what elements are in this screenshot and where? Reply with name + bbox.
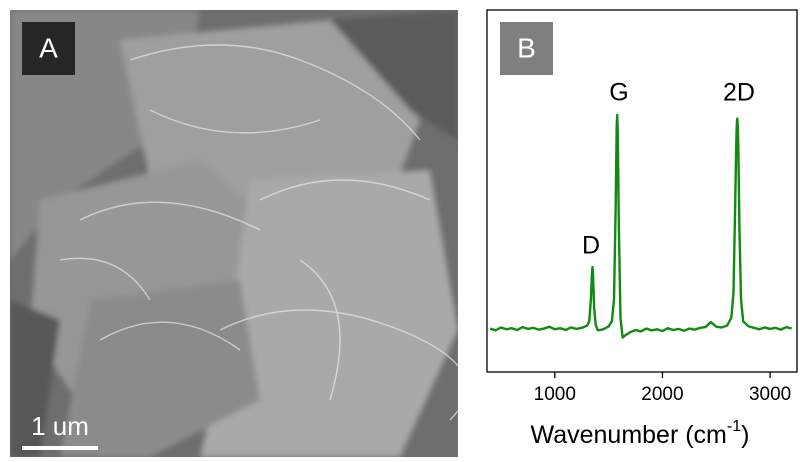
sem-image: A 1 um (10, 10, 458, 457)
plot-frame (486, 9, 798, 373)
x-tick-label: 2000 (641, 384, 683, 405)
panel-label: A (39, 32, 58, 63)
x-tick-label: 3000 (749, 384, 791, 405)
spectrum-line (489, 113, 792, 339)
x-axis-label-superscript: -1 (727, 418, 741, 435)
panel-label-box (22, 22, 75, 75)
x-tick-label: 1000 (534, 384, 576, 405)
annotation: G (609, 79, 628, 107)
scale-bar-label: 1 um (31, 411, 89, 441)
annotation: 2D (723, 79, 755, 107)
panel-label-box (500, 22, 553, 75)
x-axis-label: Wavenumber (cm-1) (531, 418, 750, 448)
annotation: D (582, 232, 600, 260)
panel-label: B (517, 32, 536, 63)
x-axis-label-suffix: ) (741, 421, 749, 449)
x-axis-label-text: Wavenumber (cm (531, 421, 727, 449)
